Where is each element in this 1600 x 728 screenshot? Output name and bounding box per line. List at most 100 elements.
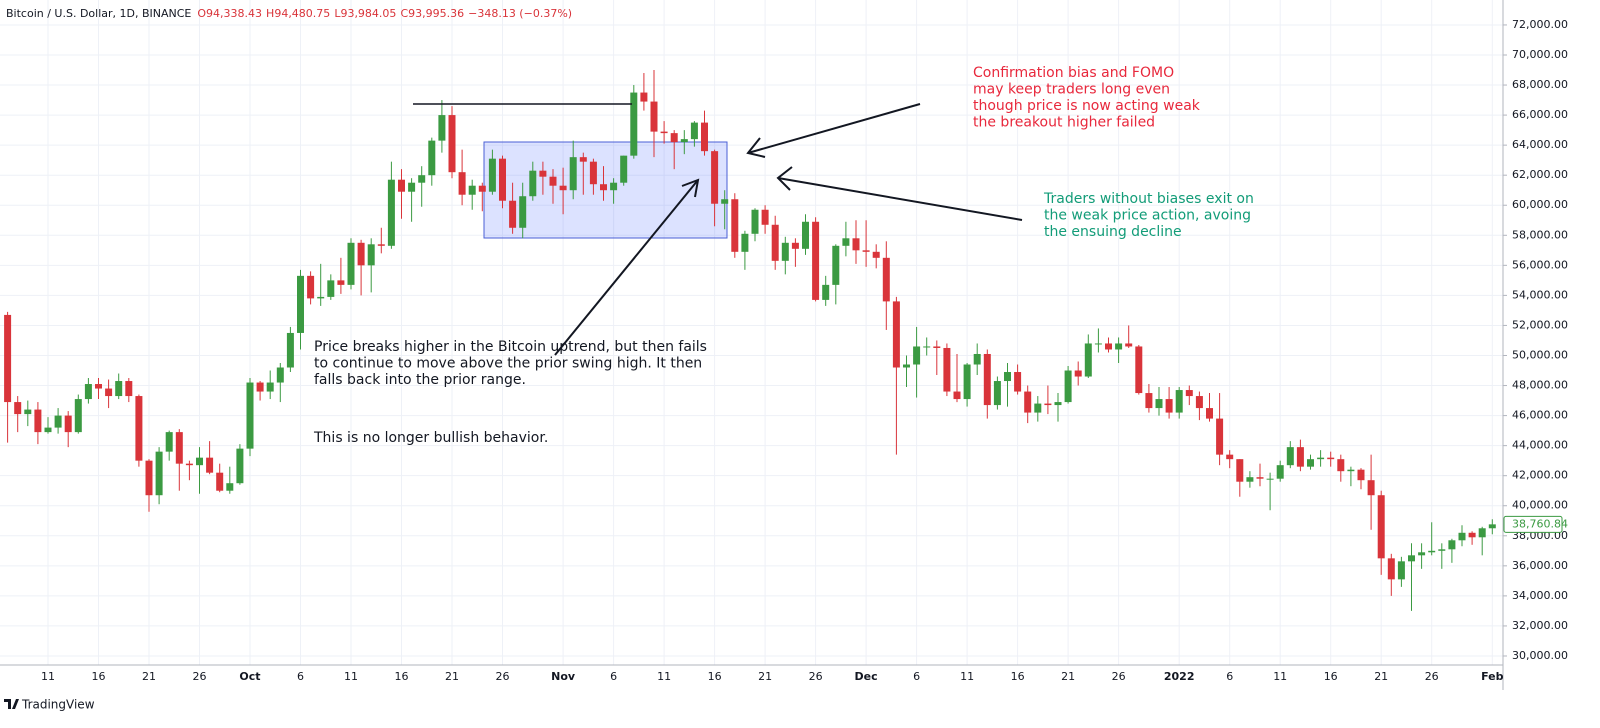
candle-body bbox=[1014, 372, 1022, 392]
x-tick-label: 6 bbox=[1226, 670, 1233, 683]
candle-body bbox=[1216, 418, 1224, 455]
annotation-line: the breakout higher failed bbox=[973, 115, 1155, 131]
candle-body bbox=[903, 364, 910, 368]
candle-body bbox=[983, 353, 991, 406]
candle-body bbox=[125, 381, 133, 397]
candle-body bbox=[852, 238, 860, 251]
x-tick-label: Oct bbox=[239, 670, 260, 683]
y-tick-label: 64,000.00 bbox=[1512, 138, 1568, 151]
candle-body bbox=[670, 133, 678, 143]
candle-body bbox=[216, 472, 224, 491]
candle-body bbox=[398, 179, 405, 192]
candle-body bbox=[529, 170, 537, 197]
candle-body bbox=[953, 391, 961, 400]
candle-body bbox=[1206, 408, 1213, 419]
candle-body bbox=[135, 396, 143, 461]
candle-body bbox=[1256, 477, 1264, 479]
x-tick-label: 16 bbox=[395, 670, 409, 683]
x-tick-label: 16 bbox=[1011, 670, 1025, 683]
x-tick-label: 21 bbox=[1061, 670, 1075, 683]
candle-body bbox=[1125, 343, 1133, 347]
x-tick-label: 26 bbox=[193, 670, 207, 683]
candle-body bbox=[1266, 478, 1274, 480]
candle-body bbox=[1397, 561, 1405, 580]
annotation-line: Price breaks higher in the Bitcoin uptre… bbox=[314, 339, 707, 355]
candle-body bbox=[993, 381, 1001, 406]
candle-body bbox=[1155, 399, 1163, 409]
arrow bbox=[747, 103, 921, 154]
candle-body bbox=[276, 367, 284, 383]
candle-body bbox=[357, 242, 365, 266]
candle-body bbox=[1246, 477, 1254, 482]
candle-body bbox=[1084, 343, 1092, 377]
candle-body bbox=[832, 245, 840, 285]
x-tick-label: 11 bbox=[344, 670, 358, 683]
x-tick-label: 21 bbox=[1374, 670, 1388, 683]
candle-body bbox=[1054, 402, 1062, 406]
candle-body bbox=[731, 199, 739, 252]
x-tick-label: 11 bbox=[960, 670, 974, 683]
candle-body bbox=[145, 460, 153, 496]
candle-body bbox=[711, 151, 719, 204]
candle-body bbox=[973, 353, 981, 365]
candle-body bbox=[1468, 532, 1476, 538]
candle-body bbox=[1327, 457, 1335, 460]
candle-body bbox=[559, 185, 567, 191]
candle-body bbox=[387, 179, 395, 246]
candle-body bbox=[721, 199, 729, 204]
brand: TradingView bbox=[21, 698, 95, 712]
x-tick-label: 6 bbox=[913, 670, 920, 683]
candle-body bbox=[458, 172, 466, 195]
candle-body bbox=[1296, 447, 1304, 467]
header-value: O94,338.43 bbox=[197, 7, 262, 20]
candle-body bbox=[74, 399, 82, 433]
grid bbox=[0, 0, 1503, 665]
candle-body bbox=[1367, 480, 1375, 496]
candle-body bbox=[367, 244, 375, 266]
candle-body bbox=[488, 158, 496, 192]
candle-body bbox=[842, 238, 850, 246]
annotation-line: Confirmation bias and FOMO bbox=[973, 65, 1174, 81]
y-tick-label: 50,000.00 bbox=[1512, 348, 1568, 361]
candle-body bbox=[165, 432, 173, 452]
candle-body bbox=[1387, 558, 1395, 580]
candle-body bbox=[408, 182, 416, 192]
x-tick-label: 21 bbox=[142, 670, 156, 683]
candle-body bbox=[1286, 447, 1294, 466]
candle-body bbox=[1438, 549, 1446, 551]
candle-body bbox=[1044, 403, 1052, 406]
chart-title: Bitcoin / U.S. Dollar, 1D, BINANCE bbox=[6, 7, 191, 20]
x-tick-label: 16 bbox=[708, 670, 722, 683]
candle-body bbox=[620, 155, 628, 183]
y-tick-label: 62,000.00 bbox=[1512, 168, 1568, 181]
candle-body bbox=[1337, 459, 1345, 472]
candle-body bbox=[1307, 459, 1314, 467]
labels: 30,000.0032,000.0034,000.0036,000.0038,0… bbox=[41, 18, 1568, 683]
candle-body bbox=[690, 122, 698, 140]
y-tick-label: 34,000.00 bbox=[1512, 589, 1568, 602]
candle-body bbox=[913, 346, 921, 365]
candle-body bbox=[923, 346, 931, 348]
y-tick-label: 56,000.00 bbox=[1512, 258, 1568, 271]
x-tick-label: 21 bbox=[445, 670, 459, 683]
y-tick-label: 44,000.00 bbox=[1512, 439, 1568, 452]
candle-body bbox=[862, 250, 870, 252]
candle-body bbox=[549, 176, 557, 186]
candle-body bbox=[589, 161, 597, 185]
candle-body bbox=[95, 384, 102, 389]
candle-body bbox=[418, 175, 426, 183]
candle-body bbox=[1408, 555, 1415, 562]
candle-body bbox=[14, 402, 22, 415]
x-tick-label: 26 bbox=[1112, 670, 1126, 683]
header-value: L93,984.05 bbox=[334, 7, 396, 20]
candle-body bbox=[1276, 465, 1284, 479]
candle-body bbox=[4, 314, 12, 403]
candle-body bbox=[1074, 370, 1082, 377]
candle-body bbox=[882, 257, 890, 302]
header-value: −348.13 (−0.37%) bbox=[468, 7, 572, 20]
y-tick-label: 32,000.00 bbox=[1512, 619, 1568, 632]
candle-body bbox=[1478, 528, 1486, 538]
candle-body bbox=[1428, 550, 1436, 553]
candle-body bbox=[286, 332, 294, 368]
brand-logo bbox=[4, 699, 19, 709]
